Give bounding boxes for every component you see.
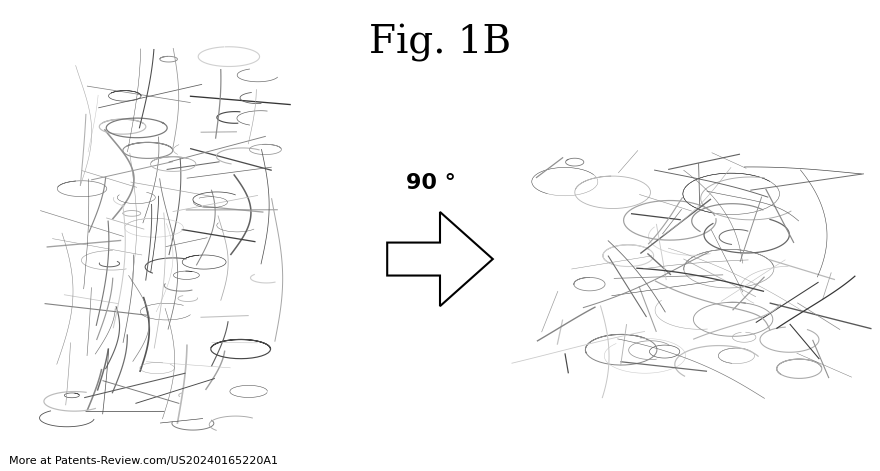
Text: 90 °: 90 ° (407, 173, 456, 193)
Text: More at Patents-Review.com/US20240165220A1: More at Patents-Review.com/US20240165220… (9, 456, 278, 466)
Polygon shape (387, 212, 493, 306)
Text: Fig. 1B: Fig. 1B (369, 24, 511, 62)
